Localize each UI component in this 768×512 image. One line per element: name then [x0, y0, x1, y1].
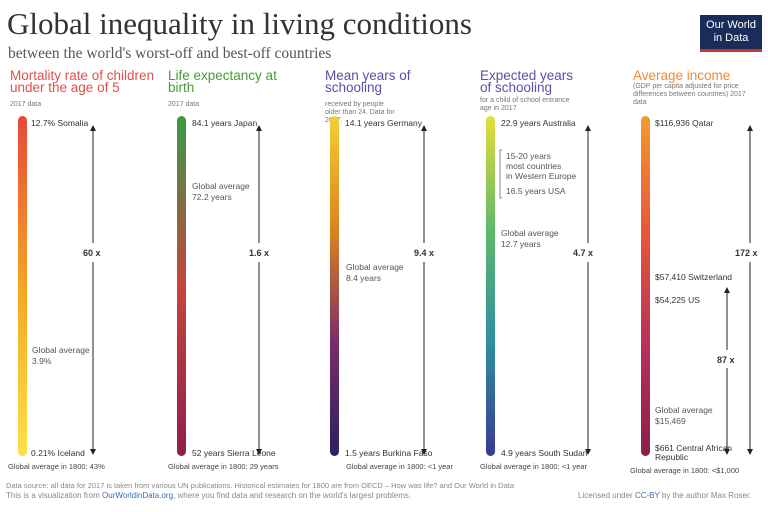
average-label-line-1: Global average: [655, 405, 713, 415]
ratio-label: 4.7 x: [573, 248, 594, 258]
max-label: 12.7% Somalia: [31, 118, 89, 128]
range-bar: [486, 116, 495, 456]
max-label: 14.1 years Germany: [345, 118, 423, 128]
panel-note: for a child of school entrance age in 20…: [480, 97, 570, 112]
owid-logo[interactable]: Our World in Data: [700, 15, 762, 52]
range-bar: [641, 116, 650, 456]
viz-prefix: This is a visualization from: [6, 491, 103, 500]
average-label-line-2: 3.9%: [32, 356, 52, 366]
ratio-label: 60 x: [83, 248, 101, 258]
logo-line-1: Our World: [706, 19, 756, 31]
min-label-line-1: $661 Central African: [655, 443, 733, 453]
average-label-line-2: 8.4 years: [346, 273, 381, 283]
average-label-line-1: Global average: [501, 228, 559, 238]
panel-footer: Global average in 1800: <$1,000: [630, 466, 740, 475]
panel-heading: Life expectancy at birth: [168, 68, 277, 95]
panel-expected-schooling: Expected years of schooling for a child …: [480, 68, 630, 471]
chart-title: Global inequality in living conditions: [7, 6, 472, 41]
bracket-line-2: most countries: [506, 161, 562, 171]
license-suffix: by the author Max Roser.: [659, 491, 752, 500]
panel-note: 2017 data: [10, 101, 42, 108]
panel-mean-schooling: Mean years of schooling received by peop…: [325, 68, 475, 471]
min-label: 4.9 years South Sudan: [501, 448, 588, 458]
average-label: Global average 8.4 years: [346, 262, 404, 284]
panel-note: (GDP per capita adjusted for price diffe…: [633, 83, 746, 106]
us-label: $54,225 US: [655, 295, 700, 305]
range-bar: [177, 116, 186, 456]
average-label-line-2: 72.2 years: [192, 192, 232, 202]
panel-heading: Mortality rate of children under the age…: [10, 68, 155, 95]
panel-footer: Global average in 1800: <1 year: [346, 462, 453, 471]
ratio-label: 1.6 x: [249, 248, 270, 258]
max-label: 22.9 years Australia: [501, 118, 576, 128]
bracket-note: 15-20 years most countries in Western Eu…: [506, 151, 576, 181]
panel-footer: Global average in 1800: 43%: [8, 462, 105, 471]
logo-line-2: in Data: [713, 32, 749, 44]
range-bar: [330, 116, 339, 456]
chart-subtitle: between the world's worst-off and best-o…: [8, 45, 332, 62]
panel-average-income: Average income (GDP per capita adjusted …: [630, 68, 768, 475]
panel-heading: Expected years of schooling: [480, 68, 574, 95]
average-label: Global average 72.2 years: [192, 181, 250, 203]
average-label-line-1: Global average: [346, 262, 404, 272]
max-label: $116,936 Qatar: [655, 118, 714, 128]
average-label: Global average 3.9%: [32, 345, 90, 367]
range-bar: [18, 116, 27, 456]
average-label: Global average 12.7 years: [501, 228, 559, 250]
panel-heading: Mean years of schooling: [325, 68, 411, 95]
ratio-label-secondary: 87 x: [717, 355, 735, 365]
min-label: 52 years Sierra Leone: [192, 448, 276, 458]
average-label-line-2: $15,469: [655, 416, 686, 426]
panel-child-mortality: Mortality rate of children under the age…: [8, 68, 160, 471]
min-label: $661 Central African Republic: [655, 444, 732, 462]
license-prefix: Licensed under: [578, 491, 635, 500]
ratio-label: 172 x: [735, 248, 758, 258]
visualization-credit: This is a visualization from OurWorldinD…: [6, 491, 411, 500]
average-label-line-1: Global average: [32, 345, 90, 355]
panel-footer: Global average in 1800: <1 year: [480, 462, 587, 471]
license-note: Licensed under CC-BY by the author Max R…: [578, 491, 751, 500]
bracket-line-1: 15-20 years: [506, 151, 551, 161]
panel-life-expectancy: Life expectancy at birth 2017 data 84.1 …: [168, 68, 318, 471]
min-label-line-2: Republic: [655, 452, 689, 462]
bracket-line-3: in Western Europe: [506, 171, 577, 181]
switzerland-label: $57,410 Switzerland: [655, 272, 733, 282]
average-label: Global average $15,469: [655, 405, 713, 427]
usa-label: 16.5 years USA: [506, 186, 566, 196]
min-label: 0.21% Iceland: [31, 448, 85, 458]
panel-heading: Average income: [633, 68, 731, 83]
owid-link[interactable]: OurWorldinData.org: [102, 491, 174, 500]
min-label: 1.5 years Burkina Faso: [345, 448, 433, 458]
ratio-label: 9.4 x: [414, 248, 435, 258]
viz-suffix: , where you find data and research on th…: [173, 491, 412, 500]
data-source-note: Data source: all data for 2017 is taken …: [6, 481, 514, 490]
panel-footer: Global average in 1800: 29 years: [168, 462, 279, 471]
max-label: 84.1 years Japan: [192, 118, 258, 128]
license-link[interactable]: CC-BY: [634, 491, 660, 500]
panel-note: 2017 data: [168, 101, 200, 108]
average-label-line-1: Global average: [192, 181, 250, 191]
average-label-line-2: 12.7 years: [501, 239, 541, 249]
